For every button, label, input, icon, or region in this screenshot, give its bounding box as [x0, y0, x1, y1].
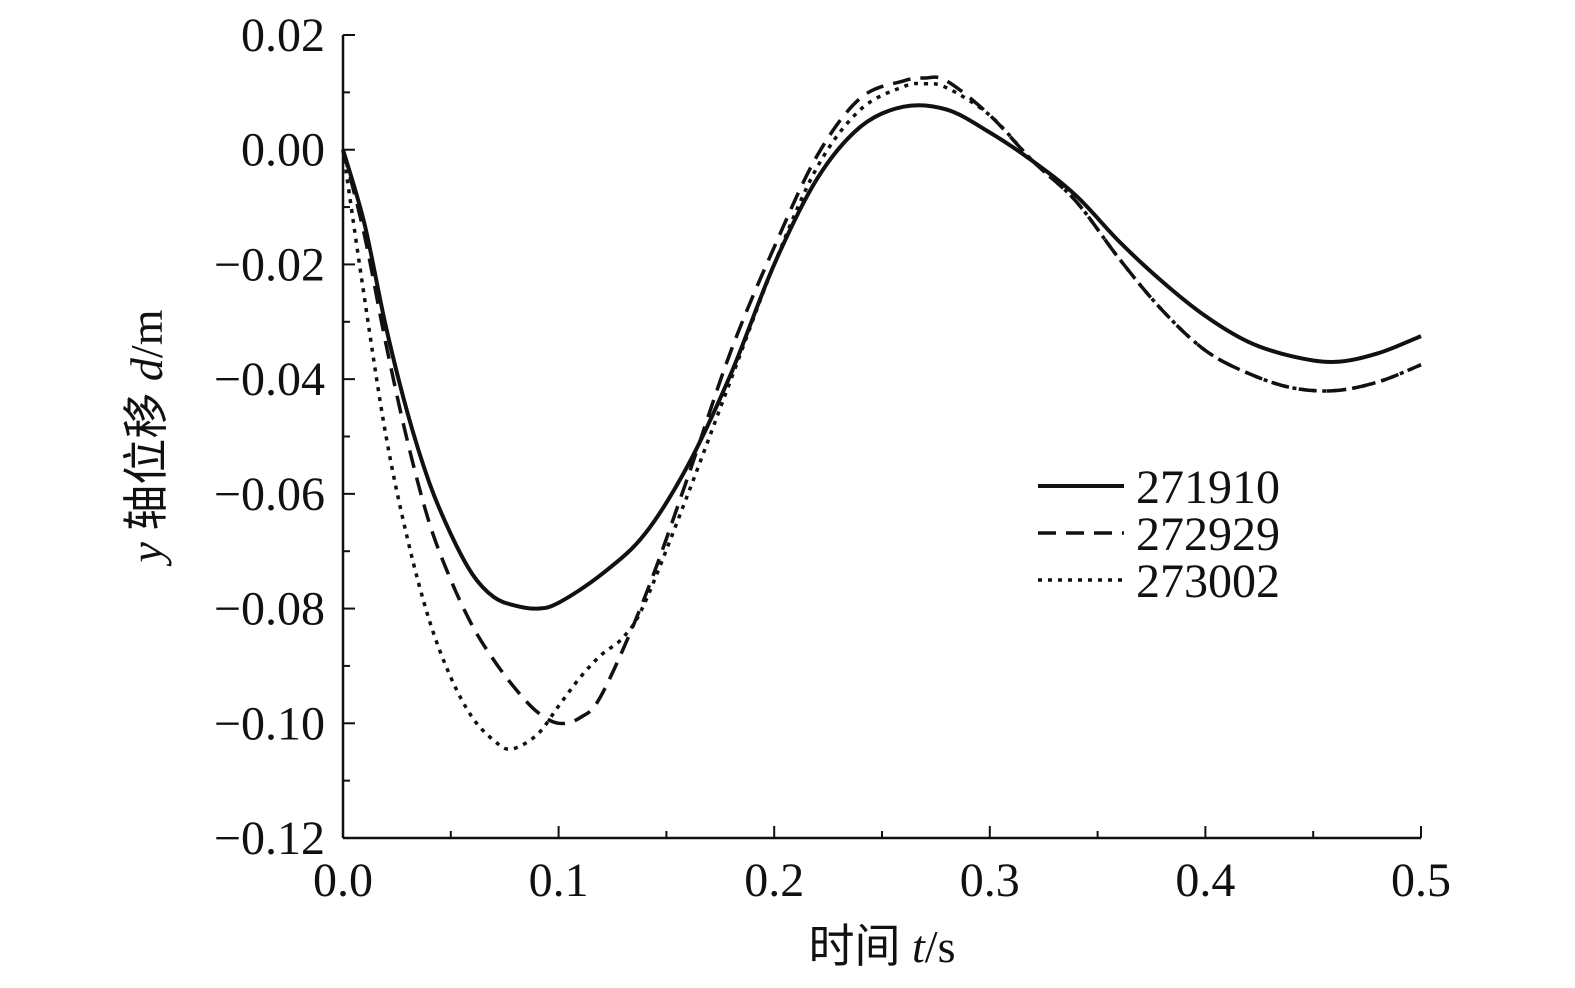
plot-area [341, 75, 1422, 751]
axes [341, 35, 1421, 840]
legend-label-273002: 273002 [1136, 555, 1280, 608]
y-tick-label: −0.02 [214, 238, 325, 291]
legend-label-271910: 271910 [1136, 461, 1280, 514]
legend-label-272929: 272929 [1136, 508, 1280, 561]
series-line-273002 [341, 81, 1422, 751]
y-tick-label: −0.08 [214, 583, 325, 636]
y-tick-label: 0.00 [241, 124, 325, 177]
x-tick-label: 0.2 [744, 854, 804, 907]
y-tick-label: −0.04 [214, 353, 325, 406]
x-tick-label: 0.0 [313, 854, 373, 907]
x-tick-label: 0.1 [529, 854, 589, 907]
ticks: 0.0 0.1 0.2 0.3 0.4 0.5 0.02 0.00 −0.02 −0.04 −0.0… [214, 9, 1451, 907]
y-tick-label: 0.02 [241, 9, 325, 62]
y-tick-label: −0.12 [214, 812, 325, 865]
y-tick-label: −0.06 [214, 468, 325, 521]
series-line-271910 [341, 103, 1422, 611]
x-tick-label: 0.3 [960, 854, 1020, 907]
x-tick-label: 0.5 [1391, 854, 1451, 907]
series-line-272929 [341, 75, 1422, 726]
y-axis-label: y 轴位移 d/m [121, 309, 172, 566]
x-tick-label: 0.4 [1175, 854, 1235, 907]
x-axis-label: 时间 t/s [809, 921, 956, 972]
y-tick-label: −0.10 [214, 697, 325, 750]
